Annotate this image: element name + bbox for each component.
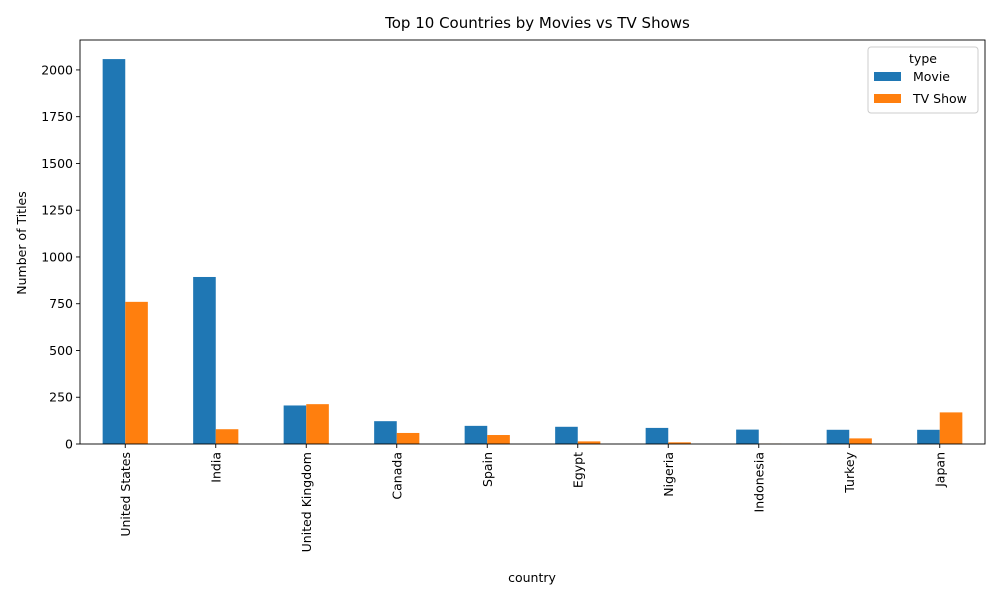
bar-tv-show: [396, 432, 420, 444]
bar-movie: [283, 405, 307, 444]
legend-swatch: [874, 94, 901, 103]
x-tick-label: Egypt: [570, 452, 585, 488]
x-tick-label: Nigeria: [661, 452, 676, 497]
legend-label: TV Show: [912, 91, 967, 106]
y-tick-label: 1250: [41, 203, 73, 218]
legend-title: type: [909, 51, 937, 66]
bar-movie: [736, 429, 759, 444]
y-axis: 0 250 500 750 1000 1250 1500 1750 2000: [41, 62, 80, 452]
y-tick-label: 2000: [41, 62, 73, 77]
x-tick-label: Spain: [480, 452, 495, 487]
x-tick-label: Canada: [389, 452, 404, 500]
y-tick-label: 1750: [41, 109, 73, 124]
bar-movie: [464, 425, 488, 444]
y-axis-title: Number of Titles: [14, 191, 29, 295]
x-tick-label: Indonesia: [751, 452, 766, 512]
bar-movie: [826, 429, 850, 444]
x-tick-label: Turkey: [842, 451, 857, 493]
y-tick-label: 1500: [41, 156, 73, 171]
bar-movie: [555, 426, 578, 444]
bar-tv-show: [668, 442, 691, 444]
x-tick-label: India: [208, 452, 223, 483]
x-tick-label: United Kingdom: [299, 452, 314, 552]
bar-tv-show: [939, 412, 963, 444]
bar-tv-show: [125, 301, 148, 444]
y-tick-label: 1000: [41, 249, 73, 264]
bar-tv-show: [215, 429, 239, 444]
y-tick-label: 750: [49, 296, 73, 311]
y-tick-label: 500: [49, 343, 73, 358]
bar-movie: [374, 421, 397, 444]
bar-tv-show: [487, 435, 510, 444]
legend-label: Movie: [913, 69, 950, 84]
bar-movie: [917, 429, 940, 444]
bar-tv-show: [577, 441, 601, 444]
bar-movie: [193, 276, 216, 444]
x-axis: United States India United Kingdom Canada Sp…: [118, 444, 947, 552]
x-axis-title: country: [508, 570, 556, 585]
bar-movie: [645, 427, 669, 444]
chart-title: Top 10 Countries by Movies vs TV Shows: [384, 14, 690, 32]
y-tick-label: 250: [49, 390, 73, 405]
legend-swatch: [874, 72, 901, 81]
plot-frame: [79, 39, 986, 445]
y-tick-label: 0: [65, 437, 73, 452]
x-tick-label: United States: [118, 452, 133, 537]
plot-area: [79, 39, 986, 445]
bar-tv-show: [849, 438, 872, 444]
bar-movie: [102, 59, 126, 444]
x-tick-label: Japan: [932, 452, 947, 488]
legend: type Movie TV Show: [867, 46, 979, 114]
bar-tv-show: [306, 404, 329, 444]
